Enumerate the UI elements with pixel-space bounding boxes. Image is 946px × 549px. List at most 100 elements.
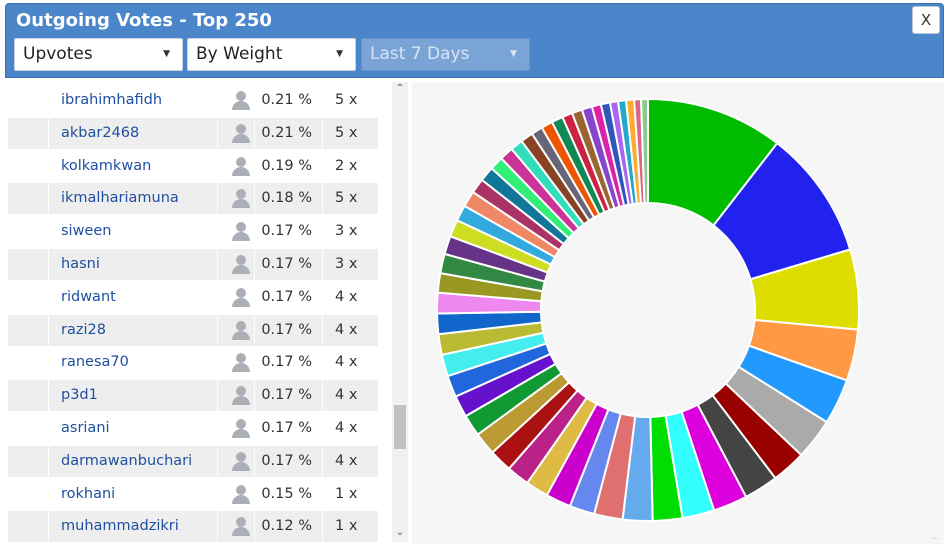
vote-type-select[interactable]: Upvotes ▼ xyxy=(14,38,183,71)
count-cell: 2 x xyxy=(323,151,378,182)
user-icon[interactable] xyxy=(232,156,250,176)
period-select: Last 7 Days ▼ xyxy=(361,38,530,71)
username-link[interactable]: siween xyxy=(61,223,112,240)
rank-cell xyxy=(8,314,48,346)
vote-percent: 0.17 % xyxy=(261,223,312,240)
chart-panel: … xyxy=(412,82,944,544)
avatar-cell xyxy=(218,413,254,444)
count-cell: 4 x xyxy=(323,380,378,412)
vote-count: 4 x xyxy=(335,321,358,338)
count-cell: 5 x xyxy=(323,117,378,149)
user-icon[interactable] xyxy=(232,386,250,406)
donut-slice-50[interactable] xyxy=(640,97,649,205)
table-row: darmawanbuchari 0.17 % 4 x xyxy=(8,445,378,477)
user-icon[interactable] xyxy=(232,419,250,438)
scroll-up-icon[interactable]: ⌃ xyxy=(395,83,405,94)
avatar-cell xyxy=(218,314,254,346)
table-row: hasni 0.17 % 3 x xyxy=(8,249,378,280)
username-link[interactable]: rokhani xyxy=(61,485,116,502)
username-link[interactable]: p3d1 xyxy=(61,387,98,404)
vote-type-value: Upvotes xyxy=(23,44,93,64)
username-link[interactable]: akbar2468 xyxy=(61,124,140,141)
user-icon[interactable] xyxy=(232,320,250,340)
vote-percent: 0.17 % xyxy=(261,288,312,305)
vote-percent: 0.17 % xyxy=(261,256,312,272)
close-button[interactable]: X xyxy=(912,6,940,34)
scrollbar-thumb[interactable] xyxy=(394,405,406,449)
sort-select[interactable]: By Weight ▼ xyxy=(187,38,356,71)
resize-grip-icon[interactable]: … xyxy=(930,531,940,542)
count-cell: 4 x xyxy=(323,347,378,378)
vote-percent: 0.21 % xyxy=(261,124,312,141)
vote-count: 1 x xyxy=(335,518,358,535)
table-row: ridwant 0.17 % 4 x xyxy=(8,282,378,313)
vote-percent: 0.17 % xyxy=(261,452,312,469)
table-row: ibrahimhafidh 0.21 % 5 x xyxy=(8,85,378,116)
user-cell: rokhani xyxy=(49,479,217,510)
username-link[interactable]: ridwant xyxy=(61,288,116,305)
count-cell: 5 x xyxy=(323,85,378,116)
vote-count: 5 x xyxy=(335,92,358,108)
count-cell: 4 x xyxy=(323,445,378,477)
user-cell: akbar2468 xyxy=(49,117,217,149)
user-icon[interactable] xyxy=(232,484,250,504)
percent-cell: 0.17 % xyxy=(255,249,322,280)
rank-cell xyxy=(8,249,48,280)
username-link[interactable]: razi28 xyxy=(61,321,106,338)
avatar-cell xyxy=(218,380,254,412)
list-scrollbar[interactable]: ⌃ ⌄ xyxy=(392,82,408,542)
username-link[interactable]: ibrahimhafidh xyxy=(61,92,163,108)
user-icon[interactable] xyxy=(232,451,250,471)
user-cell: ranesa70 xyxy=(49,347,217,378)
count-cell: 4 x xyxy=(323,413,378,444)
rank-cell xyxy=(8,511,48,543)
vote-count: 3 x xyxy=(335,223,358,240)
sort-value: By Weight xyxy=(196,44,283,64)
scroll-down-icon[interactable]: ⌄ xyxy=(395,527,405,538)
table-row: ranesa70 0.17 % 4 x xyxy=(8,347,378,378)
username-link[interactable]: muhammadzikri xyxy=(61,518,179,535)
rank-cell xyxy=(8,151,48,182)
user-icon[interactable] xyxy=(232,189,250,209)
rank-cell xyxy=(8,85,48,116)
username-link[interactable]: hasni xyxy=(61,256,100,272)
username-link[interactable]: asriani xyxy=(61,420,110,436)
rank-cell xyxy=(8,380,48,412)
count-cell: 3 x xyxy=(323,249,378,280)
table-row: siween 0.17 % 3 x xyxy=(8,216,378,247)
avatar-cell xyxy=(218,85,254,116)
username-link[interactable]: ikmalhariamuna xyxy=(61,190,179,207)
username-link[interactable]: ranesa70 xyxy=(61,354,129,371)
username-link[interactable]: darmawanbuchari xyxy=(61,452,193,469)
user-icon[interactable] xyxy=(232,91,250,110)
user-icon[interactable] xyxy=(232,222,250,242)
user-icon[interactable] xyxy=(232,353,250,373)
user-cell: hasni xyxy=(49,249,217,280)
percent-cell: 0.17 % xyxy=(255,380,322,412)
vote-count: 3 x xyxy=(335,256,358,272)
chevron-down-icon: ▼ xyxy=(163,49,170,59)
avatar-cell xyxy=(218,249,254,280)
avatar-cell xyxy=(218,511,254,543)
percent-cell: 0.21 % xyxy=(255,117,322,149)
user-icon[interactable] xyxy=(232,287,250,307)
user-cell: muhammadzikri xyxy=(49,511,217,543)
table-row: p3d1 0.17 % 4 x xyxy=(8,380,378,412)
vote-count: 5 x xyxy=(335,190,358,207)
username-link[interactable]: kolkamkwan xyxy=(61,157,152,174)
vote-percent: 0.18 % xyxy=(261,190,312,207)
table-row: rokhani 0.15 % 1 x xyxy=(8,479,378,510)
vote-count: 4 x xyxy=(335,354,358,371)
avatar-cell xyxy=(218,216,254,247)
user-cell: p3d1 xyxy=(49,380,217,412)
avatar-cell xyxy=(218,479,254,510)
table-row: ikmalhariamuna 0.18 % 5 x xyxy=(8,183,378,215)
chevron-down-icon: ▼ xyxy=(336,49,343,59)
count-cell: 1 x xyxy=(323,479,378,510)
user-icon[interactable] xyxy=(232,255,250,274)
percent-cell: 0.15 % xyxy=(255,479,322,510)
user-icon[interactable] xyxy=(232,517,250,537)
vote-count: 4 x xyxy=(335,420,358,436)
user-icon[interactable] xyxy=(232,123,250,143)
dialog-header: Outgoing Votes - Top 250 X Upvotes ▼ By … xyxy=(5,3,944,78)
